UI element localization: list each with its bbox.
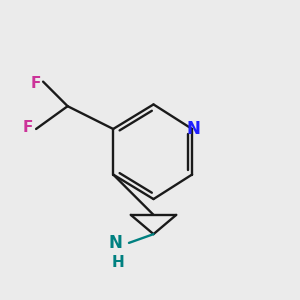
Text: H: H xyxy=(112,255,125,270)
Text: N: N xyxy=(108,234,122,252)
Text: N: N xyxy=(187,120,201,138)
Text: F: F xyxy=(31,76,41,91)
Text: F: F xyxy=(22,120,32,135)
